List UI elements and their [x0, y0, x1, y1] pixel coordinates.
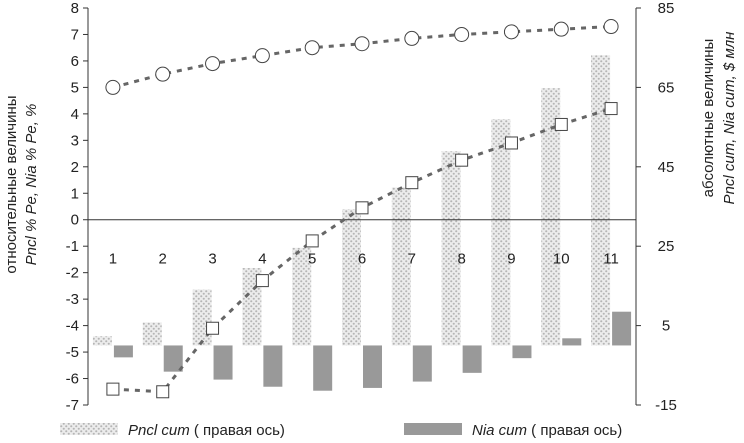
nia-pe-point [305, 234, 319, 248]
left-tick-label: 4 [71, 106, 79, 123]
pncl-pe-point [404, 30, 420, 46]
left-tick-label: 1 [71, 185, 79, 202]
pncl-pe-point [155, 66, 171, 82]
left-tick-label: -4 [66, 318, 79, 335]
nia-pe-point [604, 102, 618, 116]
pncl-cum-bar [92, 336, 112, 346]
pncl-cum-bar [441, 151, 461, 346]
legend-label-pncl-cum: Pncl cum ( правая ось) [128, 422, 285, 439]
pncl-cum-bar [342, 209, 361, 346]
category-label: 2 [159, 251, 167, 268]
nia-cum-bar [213, 345, 233, 380]
nia-pe-point [504, 136, 518, 150]
pncl-pe-point [603, 19, 619, 35]
nia-cum-bar [412, 345, 432, 382]
pncl-cum-bar [491, 119, 511, 346]
category-label: 6 [358, 251, 366, 268]
category-label: 5 [308, 251, 316, 268]
right-tick-label: -15 [655, 397, 677, 414]
pncl-pe-point [254, 48, 270, 64]
nia-cum-bar [313, 345, 333, 391]
nia-pe-point [455, 153, 469, 167]
pncl-pe-point [205, 56, 221, 72]
nia-cum-bar [113, 345, 133, 358]
nia-cum-bar [512, 345, 532, 359]
left-tick-label: 6 [71, 53, 79, 70]
pncl-cum-bar [142, 322, 162, 346]
left-tick-label: -5 [66, 344, 79, 361]
left-tick-label: 3 [71, 132, 79, 149]
legend-swatch-nia-cum [404, 423, 462, 435]
left-tick-label: -7 [66, 397, 79, 414]
nia-cum-bar [562, 338, 582, 346]
pncl-pe-point [105, 79, 121, 95]
right-tick-label: 5 [662, 318, 670, 335]
pncl-pe-point [553, 21, 569, 37]
left-tick-label: 5 [71, 79, 79, 96]
pncl-pe-point [304, 40, 320, 56]
nia-pe-point [554, 117, 568, 131]
pncl-cum-bar [192, 289, 212, 346]
nia-pe-point [106, 382, 120, 396]
category-label: 10 [553, 251, 570, 268]
category-label: 8 [457, 251, 465, 268]
pncl-cum-bar [591, 55, 611, 346]
pncl-pe-point [354, 36, 370, 52]
nia-pe-point [206, 321, 220, 335]
nia-cum-bar [612, 311, 632, 346]
right-tick-label: 45 [658, 159, 675, 176]
legend-label-nia-cum: Nia cum ( правая ось) [472, 422, 622, 439]
left-tick-label: 2 [71, 159, 79, 176]
category-label: 1 [109, 251, 117, 268]
category-label: 7 [408, 251, 416, 268]
nia-pe-point [156, 385, 170, 399]
category-label: 3 [208, 251, 216, 268]
left-axis-title-line2: Pncl % Pe, Nia % Pe, % [23, 104, 40, 266]
legend-suffix-pncl-cum: ( правая ось) [190, 422, 285, 439]
nia-pe-point [355, 201, 369, 215]
left-tick-label: 0 [71, 212, 79, 229]
left-tick-label: 7 [71, 26, 79, 43]
right-tick-label: 85 [658, 0, 675, 17]
legend-name-nia-cum: Nia cum [472, 422, 527, 439]
nia-cum-bar [263, 345, 283, 387]
category-label: 4 [258, 251, 266, 268]
right-tick-label: 65 [658, 79, 675, 96]
left-tick-label: -3 [66, 291, 79, 308]
left-tick-label: -6 [66, 371, 79, 388]
nia-cum-bar [363, 345, 382, 388]
left-tick-label: 8 [71, 0, 79, 17]
pncl-cum-bar [391, 187, 411, 346]
nia-cum-bar [163, 345, 183, 372]
legend-swatch-pncl-cum [60, 423, 118, 435]
right-axis-title-line2: Pncl cum, Nia cum, $ млн [721, 32, 738, 205]
legend-suffix-nia-cum: ( правая ось) [527, 422, 622, 439]
pncl-cum-bar [292, 247, 312, 346]
category-label: 9 [507, 251, 515, 268]
left-tick-label: -1 [66, 238, 79, 255]
right-tick-label: 25 [658, 238, 675, 255]
legend-name-pncl-cum: Pncl cum [128, 422, 190, 439]
nia-pe-point [255, 274, 269, 288]
pncl-pe-point [503, 24, 519, 40]
pncl-cum-bar [541, 88, 561, 346]
left-axis-title-line1: относительные величины [3, 95, 20, 273]
nia-cum-bar [462, 345, 482, 373]
nia-pe-point [405, 176, 419, 190]
pncl-pe-line [112, 25, 612, 89]
category-label: 11 [603, 251, 619, 268]
right-axis-title-line1: абсолютные величины [700, 39, 717, 198]
pncl-pe-point [454, 26, 470, 42]
left-tick-label: -2 [66, 265, 79, 282]
